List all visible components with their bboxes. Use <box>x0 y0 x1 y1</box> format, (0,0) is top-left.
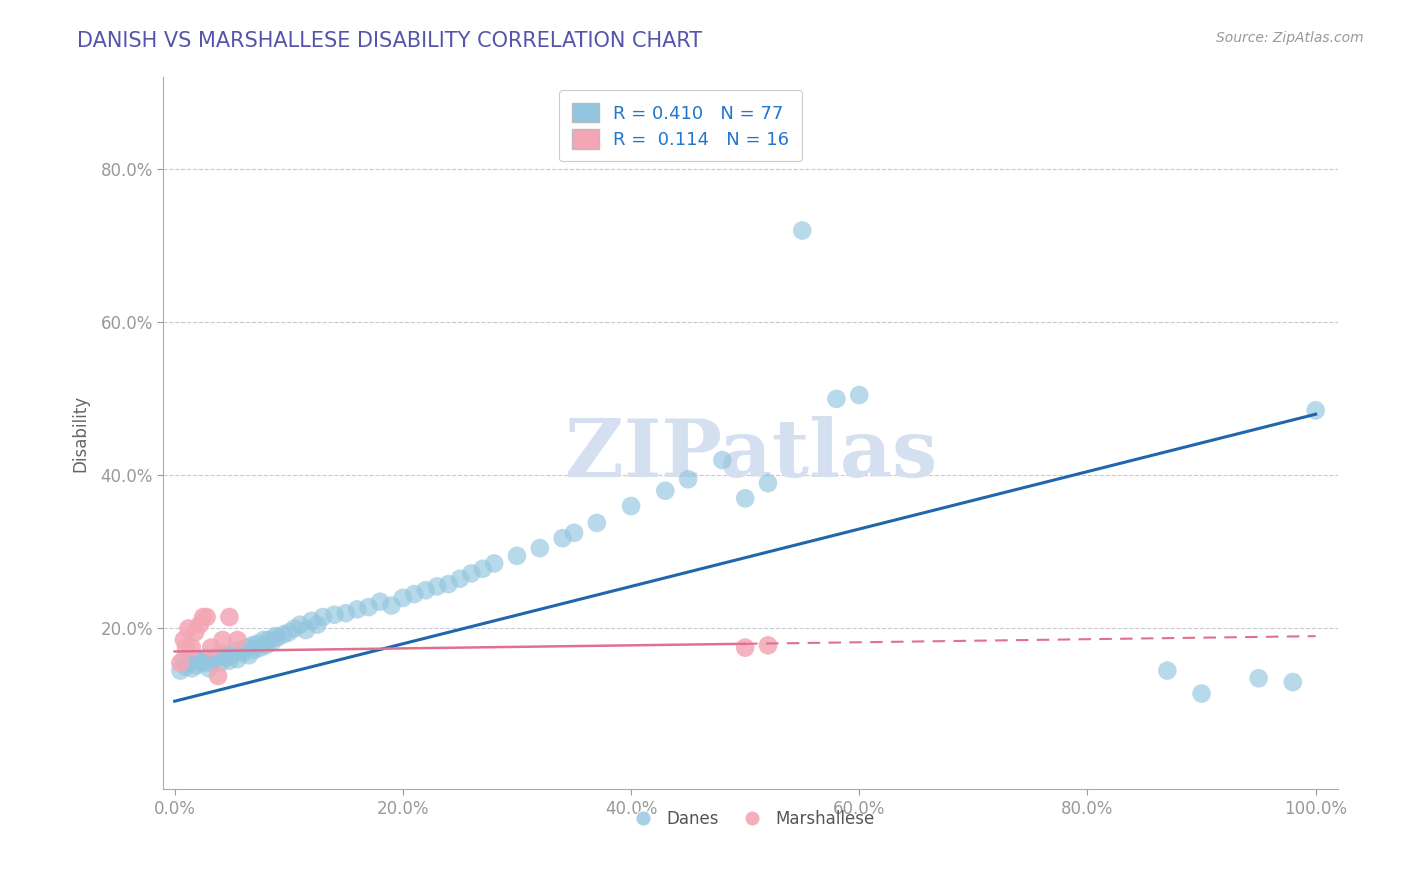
Point <box>676 472 699 486</box>
Point <box>825 392 848 406</box>
Point <box>471 562 494 576</box>
Point <box>307 617 329 632</box>
Point <box>232 646 254 660</box>
Point <box>218 610 240 624</box>
Point <box>260 635 283 649</box>
Point <box>848 388 870 402</box>
Point <box>257 632 280 647</box>
Point <box>169 664 191 678</box>
Point <box>186 658 208 673</box>
Point <box>482 557 505 571</box>
Point <box>1191 687 1213 701</box>
Point <box>734 640 756 655</box>
Point <box>174 659 197 673</box>
Point <box>209 656 232 670</box>
Point <box>437 577 460 591</box>
Point <box>226 632 249 647</box>
Point <box>756 476 779 491</box>
Point <box>792 223 814 237</box>
Point <box>238 648 260 663</box>
Point <box>173 652 195 666</box>
Point <box>335 606 357 620</box>
Point <box>711 453 734 467</box>
Point <box>290 617 312 632</box>
Point <box>415 583 437 598</box>
Point <box>264 629 287 643</box>
Point <box>404 587 426 601</box>
Point <box>271 627 294 641</box>
Point <box>357 600 380 615</box>
Point <box>460 566 482 581</box>
Point <box>301 614 323 628</box>
Point <box>1282 675 1305 690</box>
Point <box>585 516 607 530</box>
Point <box>323 607 346 622</box>
Point <box>1156 664 1178 678</box>
Point <box>312 610 335 624</box>
Point <box>200 640 222 655</box>
Legend: Danes, Marshallese: Danes, Marshallese <box>620 803 882 834</box>
Text: DANISH VS MARSHALLESE DISABILITY CORRELATION CHART: DANISH VS MARSHALLESE DISABILITY CORRELA… <box>77 31 703 51</box>
Point <box>226 652 249 666</box>
Point <box>222 644 245 658</box>
Point <box>253 632 276 647</box>
Point <box>180 661 202 675</box>
Point <box>368 595 391 609</box>
Point <box>734 491 756 506</box>
Point <box>449 572 471 586</box>
Point <box>229 643 252 657</box>
Point <box>506 549 529 563</box>
Point <box>198 661 221 675</box>
Point <box>184 625 207 640</box>
Point <box>562 525 585 540</box>
Text: ZIPatlas: ZIPatlas <box>565 416 936 493</box>
Point <box>235 640 257 655</box>
Point <box>207 669 229 683</box>
Point <box>211 646 233 660</box>
Point <box>243 643 266 657</box>
Point <box>392 591 415 605</box>
Point <box>277 625 299 640</box>
Point <box>215 650 238 665</box>
Point <box>200 656 222 670</box>
Point <box>426 579 449 593</box>
Point <box>177 622 200 636</box>
Point <box>188 617 211 632</box>
Point <box>221 648 243 663</box>
Point <box>620 499 643 513</box>
Point <box>246 637 269 651</box>
Point <box>1247 671 1270 685</box>
Point <box>1305 403 1327 417</box>
Point <box>173 632 195 647</box>
Point <box>177 656 200 670</box>
Point <box>654 483 676 498</box>
Point <box>346 602 368 616</box>
Point <box>174 640 197 655</box>
Point <box>529 541 551 555</box>
Point <box>193 610 215 624</box>
Point <box>207 648 229 663</box>
Point <box>180 640 202 655</box>
Y-axis label: Disability: Disability <box>72 395 89 472</box>
Point <box>195 610 218 624</box>
Point <box>295 623 318 637</box>
Point <box>756 638 779 652</box>
Point <box>169 656 191 670</box>
Point <box>218 654 240 668</box>
Point <box>249 640 271 655</box>
Point <box>240 638 263 652</box>
Point <box>193 656 215 670</box>
Point <box>195 650 218 665</box>
Point <box>211 632 233 647</box>
Point <box>184 652 207 666</box>
Point <box>188 654 211 668</box>
Point <box>254 638 277 652</box>
Point <box>283 622 305 636</box>
Point <box>204 652 226 666</box>
Point <box>266 631 288 645</box>
Point <box>551 531 574 545</box>
Text: Source: ZipAtlas.com: Source: ZipAtlas.com <box>1216 31 1364 45</box>
Point <box>380 599 402 613</box>
